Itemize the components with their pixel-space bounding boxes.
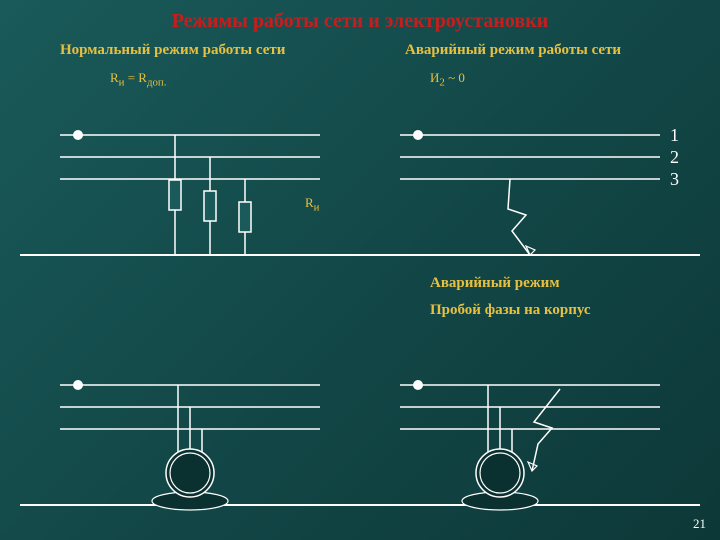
svg-text:3: 3 (670, 169, 679, 189)
slide-number: 21 (693, 516, 706, 532)
diagram-svg: 123 (0, 0, 720, 540)
svg-text:1: 1 (670, 125, 679, 145)
svg-text:2: 2 (670, 147, 679, 167)
